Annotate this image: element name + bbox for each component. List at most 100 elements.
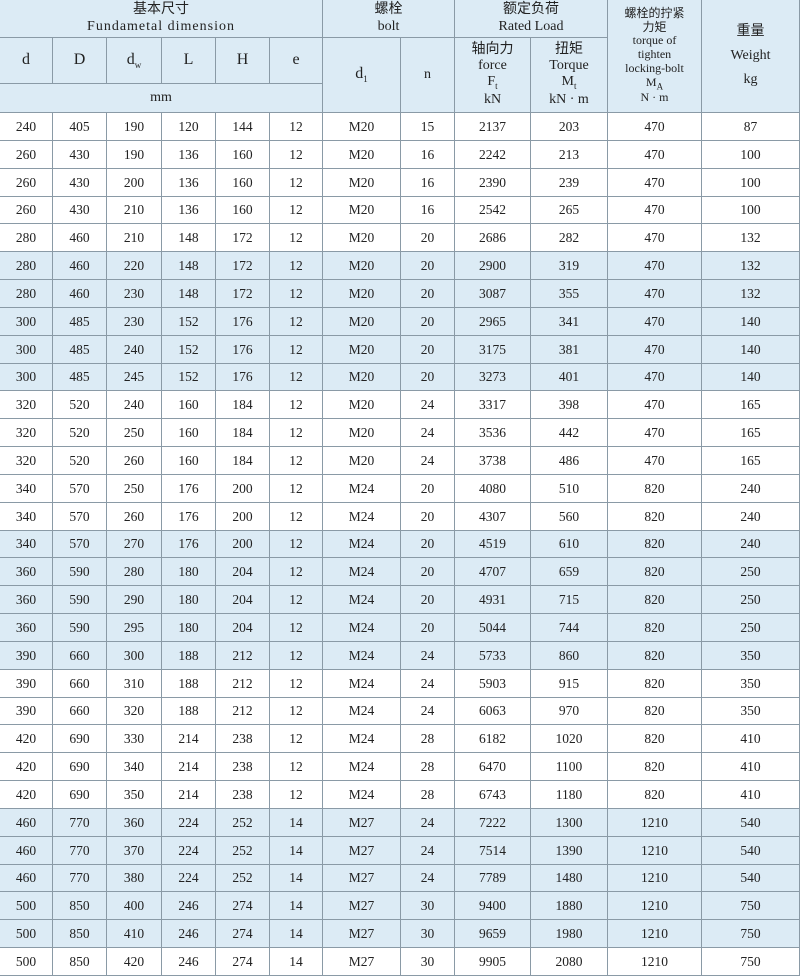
- cell-text: 20: [420, 229, 435, 245]
- cell-text: 240: [123, 341, 145, 357]
- table-cell: M24: [323, 558, 401, 586]
- symbol: M: [561, 74, 574, 90]
- cell-text: 12: [289, 202, 303, 218]
- cell-text: 12: [289, 229, 303, 245]
- table-cell: 3273: [455, 364, 531, 391]
- table-cell: 1210: [608, 892, 702, 920]
- cell-text: 570: [69, 536, 90, 552]
- cell-text: 300: [15, 369, 37, 385]
- table-cell: 28: [401, 725, 455, 753]
- table-cell: 590: [53, 614, 107, 642]
- table-cell: 16: [401, 141, 455, 169]
- header-en: Rated Load: [498, 18, 564, 34]
- table-cell: 820: [608, 670, 702, 698]
- table-cell: M24: [323, 753, 401, 781]
- table-cell: 659: [531, 558, 608, 586]
- cell-text: 212: [232, 675, 253, 691]
- table-cell: 510: [531, 475, 608, 503]
- table-cell: 520: [53, 419, 107, 447]
- table-cell: M20: [323, 197, 401, 224]
- table-cell: 14: [270, 892, 323, 920]
- table-cell: 570: [53, 531, 107, 558]
- table-cell: 320: [0, 447, 53, 475]
- table-cell: 172: [216, 280, 270, 308]
- table-cell: 970: [531, 698, 608, 725]
- cell-text: 24: [420, 424, 435, 440]
- table-cell: 24: [401, 419, 455, 447]
- cell-text: 213: [558, 146, 580, 162]
- cell-text: 14: [289, 953, 303, 969]
- cell-text: M20: [348, 452, 375, 468]
- table-cell: 410: [702, 753, 800, 781]
- header-en: tighten: [637, 47, 672, 62]
- cell-text: 1210: [641, 870, 668, 886]
- table-cell: 12: [270, 503, 323, 531]
- cell-text: 2137: [479, 118, 506, 134]
- cell-text: 140: [740, 369, 761, 385]
- cell-text: 200: [232, 508, 253, 524]
- cell-text: 5733: [479, 647, 506, 663]
- cell-text: 770: [69, 842, 90, 858]
- table-cell: 405: [53, 113, 107, 141]
- cell-text: 100: [740, 174, 761, 190]
- cell-text: 224: [178, 814, 199, 830]
- table-cell: M20: [323, 141, 401, 169]
- cell-text: 20: [420, 341, 435, 357]
- table-cell: 590: [53, 586, 107, 614]
- header-unit: kg: [743, 72, 758, 88]
- cell-text: 520: [69, 424, 90, 440]
- cell-text: 165: [740, 452, 761, 468]
- table-cell: 690: [53, 781, 107, 809]
- cell-text: 340: [15, 480, 37, 496]
- cell-text: 1390: [555, 842, 583, 858]
- cell-text: 260: [123, 508, 145, 524]
- cell-text: 1210: [641, 953, 668, 969]
- cell-text: 770: [69, 870, 90, 886]
- table-cell: 390: [0, 642, 53, 670]
- cell-text: 180: [178, 619, 199, 635]
- cell-text: 410: [123, 925, 145, 941]
- table-cell: 820: [608, 698, 702, 725]
- cell-text: 204: [232, 591, 253, 607]
- table-cell: 148: [162, 252, 216, 280]
- table-cell: 136: [162, 141, 216, 169]
- table-cell: 12: [270, 614, 323, 642]
- header-zh: 螺栓: [374, 2, 403, 18]
- cell-text: 820: [644, 647, 665, 663]
- symbol: d: [355, 65, 364, 83]
- table-cell: 120: [162, 113, 216, 141]
- cell-text: 540: [740, 814, 761, 830]
- table-cell: 240: [702, 475, 800, 503]
- table-cell: 136: [162, 169, 216, 197]
- cell-text: 560: [558, 508, 580, 524]
- table-cell: 750: [702, 948, 800, 976]
- cell-text: 140: [740, 341, 761, 357]
- cell-text: 570: [69, 480, 90, 496]
- cell-text: 4307: [479, 508, 506, 524]
- table-cell: 190: [107, 141, 162, 169]
- cell-text: 132: [740, 257, 761, 273]
- table-cell: 6063: [455, 698, 531, 725]
- cell-text: M27: [348, 953, 375, 969]
- cell-text: 744: [558, 619, 580, 635]
- table-cell: 350: [702, 698, 800, 725]
- table-cell: 660: [53, 670, 107, 698]
- table-cell: M27: [323, 809, 401, 837]
- cell-text: 16: [420, 174, 435, 190]
- table-cell: M24: [323, 503, 401, 531]
- table-cell: 470: [608, 419, 702, 447]
- cell-text: 120: [178, 118, 199, 134]
- cell-text: 165: [740, 396, 761, 412]
- cell-text: 250: [123, 424, 145, 440]
- header-en: Weight: [730, 47, 771, 63]
- cell-text: 24: [420, 675, 435, 691]
- table-cell: 470: [608, 169, 702, 197]
- table-cell: 214: [162, 725, 216, 753]
- cell-text: 7789: [479, 870, 506, 886]
- cell-text: 148: [178, 257, 199, 273]
- cell-text: 485: [69, 313, 90, 329]
- table-cell: 100: [702, 197, 800, 224]
- cell-text: 470: [644, 369, 665, 385]
- header-zh: 力矩: [642, 19, 667, 34]
- cell-text: 184: [232, 396, 253, 412]
